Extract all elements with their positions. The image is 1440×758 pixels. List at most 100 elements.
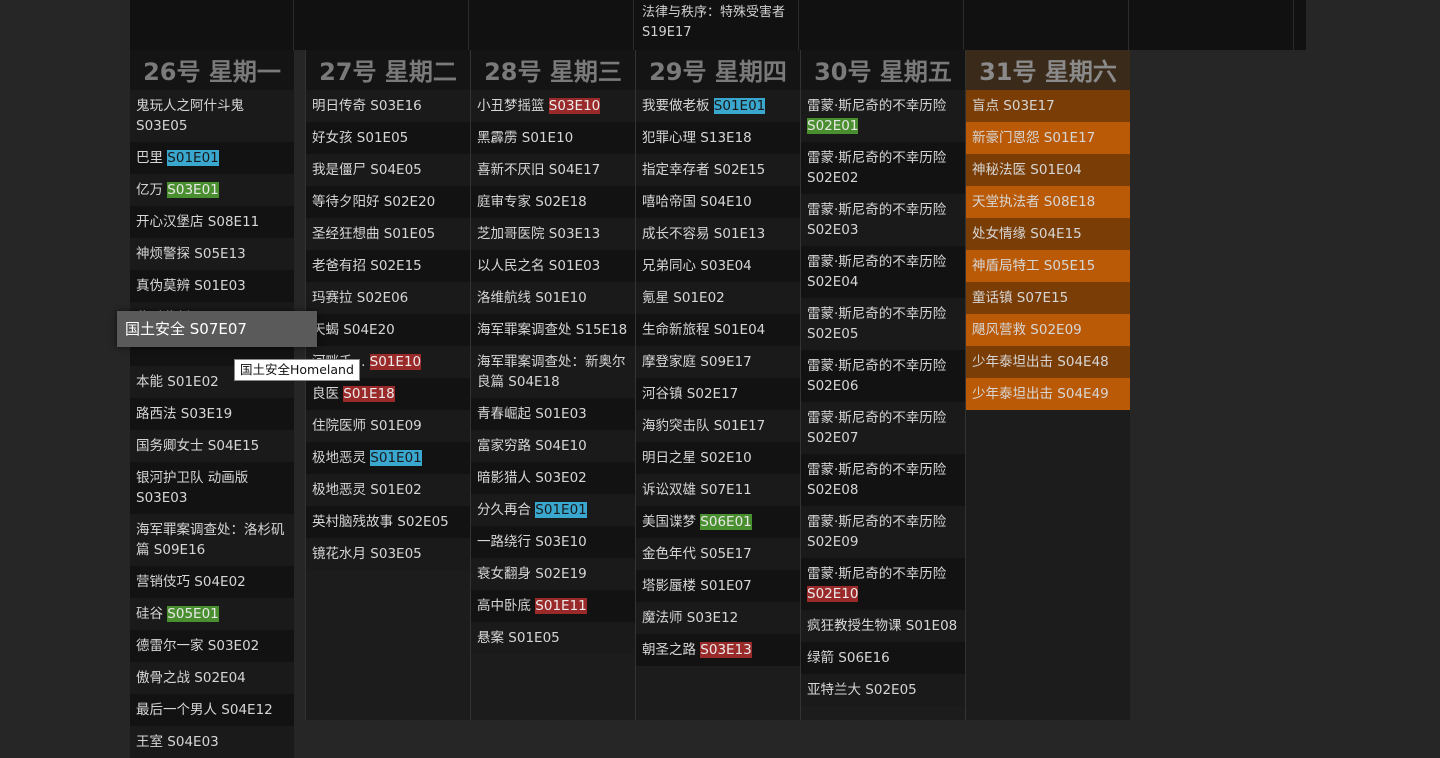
episode-item[interactable]: 明日传奇 S03E16 [306,90,470,122]
episode-item[interactable]: 摩登家庭 S09E17 [636,346,800,378]
episode-item[interactable]: 德雷尔一家 S03E02 [130,629,294,662]
episode-item[interactable]: 极地恶灵 S01E02 [306,474,470,506]
episode-item[interactable]: 小丑梦摇篮 S03E10 [471,90,635,122]
episode-item[interactable]: 分久再合 S01E01 [471,494,635,526]
episode-title: 衰女翻身 S02E19 [477,566,587,582]
episode-item[interactable]: 雷蒙·斯尼奇的不幸历险 S02E09 [801,506,965,558]
episode-item[interactable]: 银河护卫队 动画版 S03E03 [130,461,294,514]
episode-item[interactable]: 美国谍梦 S06E01 [636,506,800,538]
episode-item[interactable]: 雷蒙·斯尼奇的不幸历险 S02E04 [801,246,965,298]
episode-item[interactable]: 金色年代 S05E17 [636,538,800,570]
episode-item[interactable]: 芝加哥医院 S03E13 [471,218,635,250]
episode-item[interactable]: 诉讼双雄 S07E11 [636,474,800,506]
episode-item[interactable]: 少年泰坦出击 S04E49 [966,378,1130,410]
episode-item[interactable]: 富家穷路 S04E10 [471,430,635,462]
episode-item[interactable]: 神烦警探 S05E13 [130,238,294,270]
episode-item[interactable]: 绿箭 S06E16 [801,642,965,674]
episode-item[interactable]: 朝圣之路 S03E13 [636,634,800,666]
episode-item[interactable]: 雷蒙·斯尼奇的不幸历险 S02E01 [801,90,965,142]
episode-item[interactable]: 塔影蜃楼 S01E07 [636,570,800,602]
prev-week-cell[interactable]: 法律与秩序：特殊受害者 S19E17 [635,0,799,50]
episode-item[interactable]: 雷蒙·斯尼奇的不幸历险 S02E05 [801,298,965,350]
episode-item[interactable]: 老爸有招 S02E15 [306,250,470,282]
episode-item[interactable]: 天蝎 S04E20 [306,314,470,346]
episode-item[interactable]: 我要做老板 S01E01 [636,90,800,122]
episode-item[interactable]: 少年泰坦出击 S04E48 [966,346,1130,378]
episode-item[interactable]: 神盾局特工 S05E15 [966,250,1130,282]
episode-item[interactable]: 盲点 S03E17 [966,90,1130,122]
episode-title: 神秘法医 S01E04 [972,162,1082,178]
episode-item[interactable]: 傲骨之战 S02E04 [130,661,294,694]
episode-item[interactable]: 亚特兰大 S02E05 [801,674,965,706]
episode-item[interactable]: 飓风营救 S02E09 [966,314,1130,346]
episode-item[interactable]: 洛维航线 S01E10 [471,282,635,314]
episode-item[interactable]: 好女孩 S01E05 [306,122,470,154]
episode-item[interactable]: 魔法师 S03E12 [636,602,800,634]
episode-status-badge: S06E01 [700,514,752,530]
episode-item[interactable]: 海军罪案调查处 S15E18 [471,314,635,346]
episode-item[interactable]: 衰女翻身 S02E19 [471,558,635,590]
episode-item[interactable]: 疯狂教授生物课 S01E08 [801,610,965,642]
episode-title: 路西法 S03E19 [136,405,233,422]
episode-item[interactable]: 以人民之名 S01E03 [471,250,635,282]
episode-item[interactable]: 兄弟同心 S03E04 [636,250,800,282]
episode-item[interactable]: 成长不容易 S01E13 [636,218,800,250]
episode-item[interactable]: 明日之星 S02E10 [636,442,800,474]
episode-item[interactable]: 王室 S04E03 [130,725,294,758]
episode-item[interactable]: 镜花水月 S03E05 [306,538,470,570]
episode-item[interactable]: 喜新不厌旧 S04E17 [471,154,635,186]
episode-item[interactable]: 雷蒙·斯尼奇的不幸历险 S02E03 [801,194,965,246]
episode-item[interactable]: 良医 S01E18 [306,378,470,410]
episode-item[interactable]: 路西法 S03E19 [130,397,294,430]
episode-item[interactable]: 一路绕行 S03E10 [471,526,635,558]
episode-item[interactable]: 氪星 S01E02 [636,282,800,314]
episode-item[interactable]: 河谷镇 S02E17 [636,378,800,410]
episode-item[interactable]: 新豪门恩怨 S01E17 [966,122,1130,154]
episode-item[interactable]: 最后一个男人 S04E12 [130,693,294,726]
episode-item[interactable]: 极地恶灵 S01E01 [306,442,470,474]
episode-item[interactable]: 鬼玩人之阿什斗鬼 S03E05 [130,90,294,142]
episode-item[interactable]: 处女情缘 S04E15 [966,218,1130,250]
episode-title: 老爸有招 S02E15 [312,258,422,274]
hovered-episode[interactable]: 国土安全 S07E07 [117,311,317,347]
episode-item[interactable]: 黑霹雳 S01E10 [471,122,635,154]
episode-item[interactable]: 犯罪心理 S13E18 [636,122,800,154]
episode-item[interactable]: 青春崛起 S01E03 [471,398,635,430]
episode-item[interactable]: 真伪莫辨 S01E03 [130,270,294,302]
day-column: 28号 星期三 小丑梦摇篮 S03E10 黑霹雳 S01E10 喜新不厌旧 S04E1… [470,50,635,720]
episode-item[interactable]: 天堂执法者 S08E18 [966,186,1130,218]
episode-item[interactable]: 雷蒙·斯尼奇的不幸历险 S02E10 [801,558,965,610]
episode-item[interactable]: 高中卧底 S01E11 [471,590,635,622]
episode-item[interactable]: 生命新旅程 S01E04 [636,314,800,346]
episode-item[interactable]: 圣经狂想曲 S01E05 [306,218,470,250]
episode-title: 嘻哈帝国 S04E10 [642,194,752,210]
episode-item[interactable]: 雷蒙·斯尼奇的不幸历险 S02E06 [801,350,965,402]
episode-item[interactable]: 巴里 S01E01 [130,142,294,174]
episode-item[interactable]: 暗影猎人 S03E02 [471,462,635,494]
episode-item[interactable]: 指定幸存者 S02E15 [636,154,800,186]
episode-item[interactable]: 雷蒙·斯尼奇的不幸历险 S02E07 [801,402,965,454]
episode-item[interactable]: 雷蒙·斯尼奇的不幸历险 S02E08 [801,454,965,506]
episode-item[interactable]: 我是僵尸 S04E05 [306,154,470,186]
episode-title: 雷蒙·斯尼奇的不幸历险 [807,566,947,582]
episode-item[interactable]: 等待夕阳好 S02E20 [306,186,470,218]
episode-item[interactable]: 玛赛拉 S02E06 [306,282,470,314]
episode-item[interactable]: 英村脑残故事 S02E05 [306,506,470,538]
episode-item[interactable]: 嘻哈帝国 S04E10 [636,186,800,218]
episode-title: 天蝎 S04E20 [312,322,395,338]
episode-item[interactable]: 海军罪案调查处：洛杉矶篇 S09E16 [130,513,294,566]
episode-title: 雷蒙·斯尼奇的不幸历险 S02E06 [807,358,947,394]
episode-item[interactable]: 海军罪案调查处：新奥尔良篇 S04E18 [471,346,635,398]
episode-item[interactable]: 海豹突击队 S01E17 [636,410,800,442]
episode-item[interactable]: 神秘法医 S01E04 [966,154,1130,186]
episode-item[interactable]: 国务卿女士 S04E15 [130,429,294,462]
episode-item[interactable]: 雷蒙·斯尼奇的不幸历险 S02E02 [801,142,965,194]
episode-item[interactable]: 住院医师 S01E09 [306,410,470,442]
episode-item[interactable]: 悬案 S01E05 [471,622,635,654]
episode-item[interactable]: 亿万 S03E01 [130,174,294,206]
episode-item[interactable]: 营销伎巧 S04E02 [130,565,294,598]
episode-item[interactable]: 庭审专家 S02E18 [471,186,635,218]
episode-item[interactable]: 童话镇 S07E15 [966,282,1130,314]
episode-item[interactable]: 硅谷 S05E01 [130,597,294,630]
episode-item[interactable]: 开心汉堡店 S08E11 [130,206,294,238]
